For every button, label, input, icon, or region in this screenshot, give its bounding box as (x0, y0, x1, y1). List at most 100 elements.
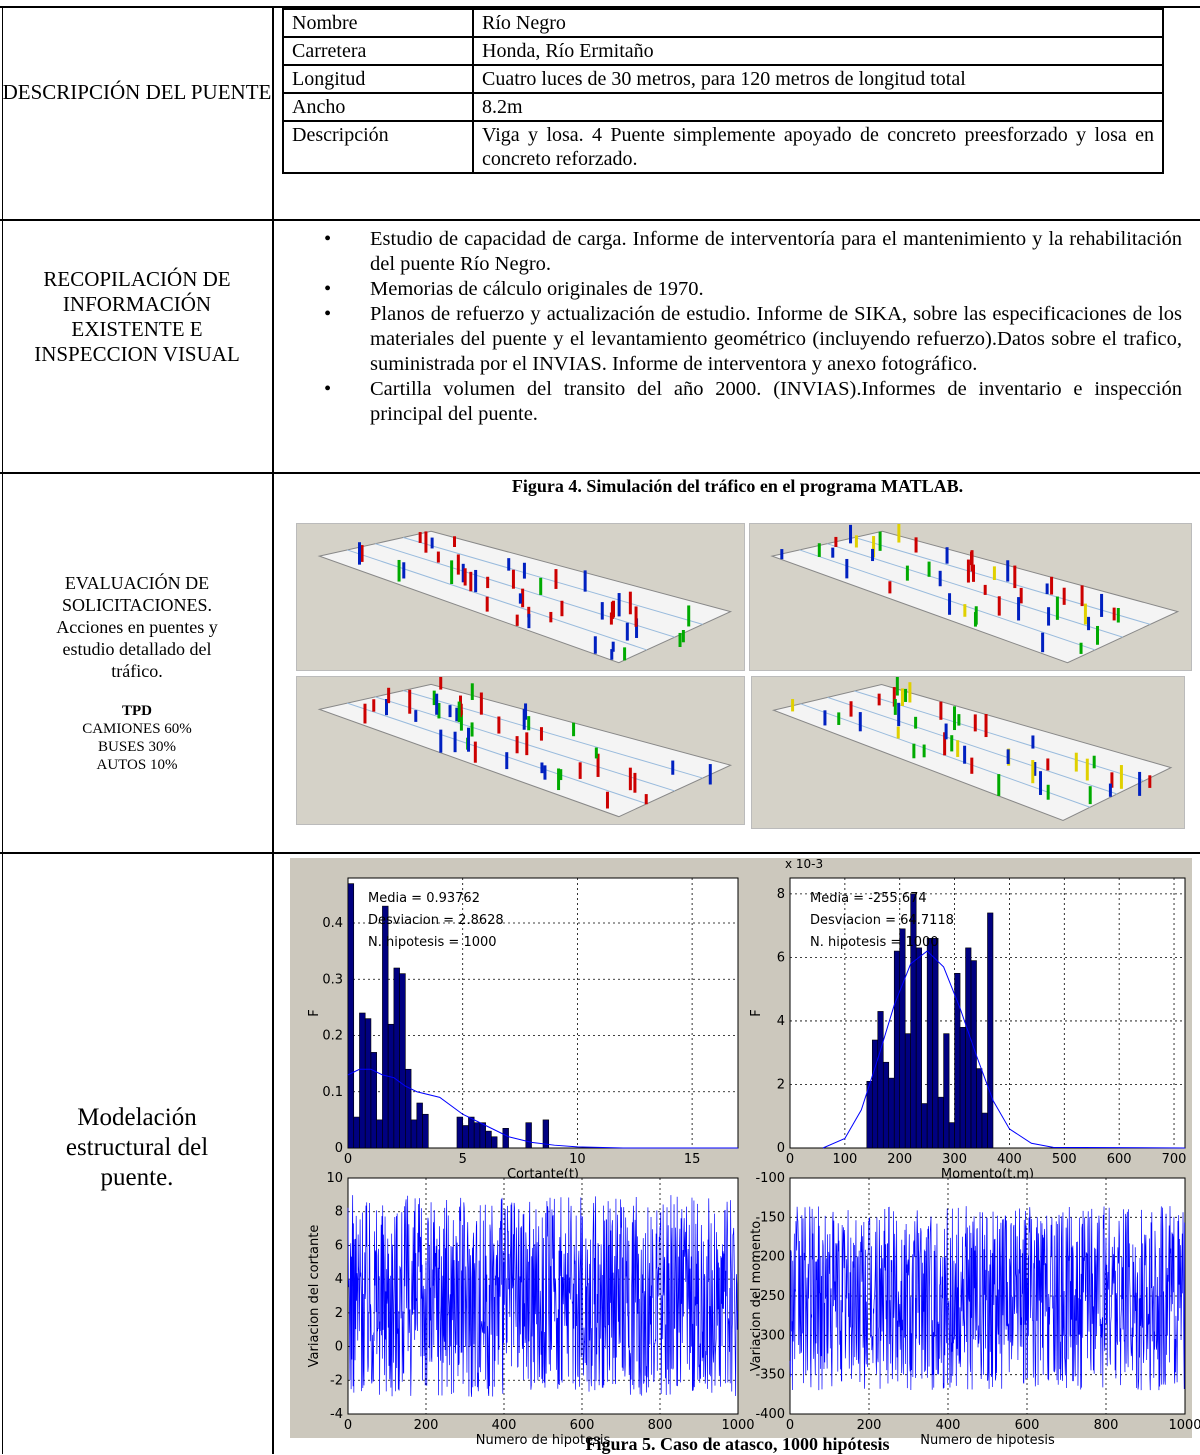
histogram-bar (353, 1116, 360, 1149)
label-line: tráfico. (111, 661, 163, 681)
x-tick-label: 0 (786, 1152, 794, 1167)
table-value: Cuatro luces de 30 metros, para 120 metr… (472, 64, 1164, 94)
histogram-bar (937, 1096, 944, 1149)
row-divider-1 (0, 219, 1200, 221)
histogram-bar (948, 1122, 955, 1149)
y-axis-label: F (749, 1009, 764, 1016)
x-tick-label: 0 (344, 1418, 352, 1433)
label-line: estudio detallado del (62, 639, 212, 659)
x-tick-label: 600 (1015, 1418, 1040, 1433)
slab-shape (317, 683, 733, 818)
x-tick-label: 800 (1094, 1418, 1119, 1433)
label-line: Modelación (77, 1104, 197, 1131)
histogram-bar (915, 947, 922, 1149)
y-tick-label: 4 (777, 1014, 785, 1029)
tpd-line: CAMIONES 60% (82, 721, 192, 737)
y-tick-label: 8 (777, 887, 785, 902)
traffic-sim-image (771, 676, 1173, 821)
y-tick-label: 4 (335, 1272, 343, 1287)
section-label-text: DESCRIPCIÓN DEL PUENTE (2, 80, 272, 104)
bullet-icon: • (324, 378, 332, 400)
table-value: 8.2m (472, 92, 1164, 122)
y-tick-label: 6 (777, 950, 785, 965)
column-divider (272, 6, 274, 1454)
histogram-bar (399, 973, 406, 1149)
histogram-bar (473, 1122, 481, 1149)
stat-annotation: Media = -255.674 (810, 891, 927, 906)
histogram-bar (491, 1136, 498, 1149)
y-axis-label: Variacion del cortante (307, 1225, 322, 1368)
histogram-bar (468, 1116, 475, 1149)
tpd-line: BUSES 30% (98, 739, 176, 755)
y-tick-label: -150 (755, 1210, 785, 1225)
histogram-bar (976, 1068, 983, 1149)
histogram-bar (393, 967, 400, 1149)
x-tick-label: 500 (1052, 1152, 1077, 1167)
histogram-bar (347, 883, 355, 1149)
lane-line (827, 696, 1118, 795)
histogram-bar (882, 1061, 890, 1149)
traffic-sim-image-1 (296, 523, 745, 671)
table-key: Longitud (282, 64, 474, 94)
x-tick-label: 400 (936, 1418, 961, 1433)
list-item-text: Memorias de cálculo originales de 1970. (370, 278, 704, 300)
y-tick-label: 0.3 (322, 972, 343, 987)
list-item: • Cartilla volumen del transito del año 2… (300, 377, 1182, 427)
x-tick-label: 800 (648, 1418, 673, 1433)
x-tick-label: 600 (570, 1418, 595, 1433)
stat-annotation: Desviacion = 2.8628 (368, 913, 504, 928)
x-tick-label: 400 (997, 1152, 1022, 1167)
row-divider-3 (0, 852, 1200, 854)
stat-annotation: Media = 0.93762 (368, 891, 480, 906)
list-item-text: Estudio de capacidad de carga. Informe d… (370, 228, 1182, 275)
y-tick-label: 6 (335, 1238, 343, 1253)
left-border (2, 6, 3, 1454)
figure-4-caption: Figura 4. Simulación del tráfico en el p… (511, 476, 964, 496)
y-tick-label: 0 (777, 1141, 785, 1156)
histogram-bar (926, 938, 933, 1149)
lane-line (347, 702, 647, 805)
y-tick-label: 2 (777, 1077, 785, 1092)
slab-shape (771, 684, 1173, 821)
y-tick-label: -300 (755, 1328, 785, 1343)
histogram-bar (899, 928, 906, 1149)
histogram-bar (479, 1122, 486, 1149)
table-value: Honda, Río Ermitaño (472, 36, 1164, 66)
y-tick-label: 0.2 (322, 1029, 343, 1044)
list-item: • Estudio de capacidad de carga. Informe … (300, 227, 1182, 277)
x-axis-label: Numero de hipotesis (920, 1433, 1055, 1448)
stat-annotation: N. hipotesis = 1000 (810, 935, 939, 950)
histogram-bar (387, 1023, 395, 1149)
histogram-bar (932, 938, 939, 1149)
series-line (789, 1206, 1185, 1391)
list-item: • Planos de refuerzo y actualización de e… (300, 302, 1182, 377)
x-tick-label: 0 (344, 1152, 352, 1167)
lane-line (799, 549, 1096, 651)
histogram-bar (485, 1130, 492, 1149)
bridge-description-table: Nombre Río Negro Carretera Honda, Río Er… (282, 8, 1164, 174)
lane-line (827, 543, 1123, 638)
table-value: Viga y losa. 4 Puente simplemente apoyad… (472, 120, 1164, 174)
y-tick-label: -200 (755, 1250, 785, 1265)
histogram-bar (370, 1052, 377, 1149)
bullet-icon: • (324, 278, 332, 300)
histogram-bar (364, 1018, 372, 1149)
y-tick-label: 2 (335, 1306, 343, 1321)
histogram-bar (965, 947, 972, 1149)
y-tick-label: 0 (335, 1141, 343, 1156)
histogram-bar (376, 1119, 383, 1149)
table-key: Descripción (282, 120, 474, 174)
stat-annotation: Desviacion = 64.7118 (810, 913, 954, 928)
y-tick-label: 8 (335, 1205, 343, 1220)
histogram-bar (359, 1012, 366, 1149)
x-tick-label: 200 (857, 1418, 882, 1433)
y-tick-label: -2 (330, 1373, 343, 1388)
y-tick-label: 0.4 (322, 916, 343, 931)
lane-line (403, 537, 703, 625)
histogram-bar (871, 1039, 879, 1149)
histogram-bar (954, 972, 961, 1149)
section-label-evaluacion: EVALUACIÓN DE SOLICITACIONES. Acciones e… (2, 572, 272, 774)
x-tick-label: 600 (1107, 1152, 1132, 1167)
histogram-bar (981, 1112, 988, 1149)
